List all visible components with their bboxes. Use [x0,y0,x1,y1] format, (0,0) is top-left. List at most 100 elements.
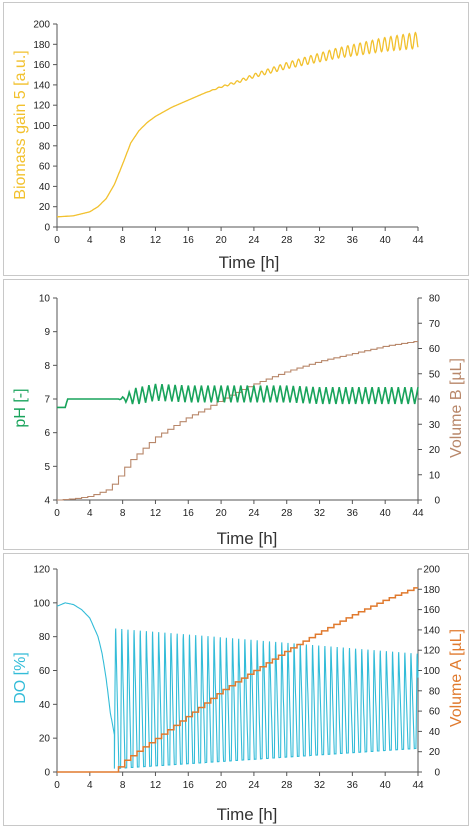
y-tick-label: 6 [44,428,50,439]
y-tick-label: 20 [39,734,51,745]
y-axis-title: DO [%] [12,652,29,704]
x-tick-label: 24 [248,508,260,519]
y2-tick-label: 70 [429,319,441,330]
y-tick-label: 100 [33,598,50,609]
y2-tick-label: 160 [423,605,440,616]
y2-tick-label: 30 [429,420,441,431]
y2-axis-title: Volume A [µL] [448,629,465,727]
x-axis-title: Time [h] [217,805,278,824]
x-tick-label: 36 [347,508,359,519]
do-chart-panel: 0 4 8 12 16 20 24 28 32 36 40 44 0 20 40 60 80 100 120 0 20 4… [3,553,469,826]
x-tick-label: 20 [216,235,228,246]
x-tick-label: 16 [183,780,195,791]
ph-chart-panel: 0 4 8 12 16 20 24 28 32 36 40 44 4 5 6 7 8 9 10 0 10 20 30 40 50… [3,279,469,550]
x-tick-label: 40 [380,235,392,246]
x-tick-label: 16 [183,235,195,246]
y2-tick-label: 200 [423,565,440,576]
x-tick-label: 28 [281,780,293,791]
x-tick-label: 36 [347,780,359,791]
y-tick-label: 40 [39,182,51,193]
y-tick-label: 100 [33,121,50,132]
x-tick-label: 24 [248,235,260,246]
x-tick-label: 44 [412,508,424,519]
x-tick-label: 0 [54,508,60,519]
y-tick-label: 5 [44,462,50,473]
do-series-line [56,602,419,769]
x-tick-label: 8 [120,235,126,246]
x-tick-label: 28 [281,508,293,519]
y-axis-title: pH [-] [12,388,29,427]
y-tick-label: 4 [44,496,50,507]
x-tick-label: 20 [216,780,228,791]
x-tick-label: 12 [150,780,162,791]
x-tick-label: 20 [216,508,228,519]
y-tick-label: 120 [33,565,50,576]
x-tick-label: 16 [183,508,195,519]
x-tick-label: 32 [314,780,326,791]
y-tick-label: 9 [44,327,50,338]
y-tick-label: 80 [39,141,51,152]
y2-tick-label: 40 [429,395,441,406]
x-tick-label: 40 [380,780,392,791]
biomass-series-line [57,31,419,218]
y-axis-title: Biomass gain 5 [a.u.] [12,50,29,199]
y2-tick-label: 40 [429,727,441,738]
x-tick-label: 12 [150,508,162,519]
x-tick-label: 44 [412,235,424,246]
x-tick-label: 8 [120,780,126,791]
volume-b-series-line [57,341,418,501]
y2-tick-label: 0 [434,768,440,779]
y2-axis-title: Volume B [µL] [448,358,465,458]
y-tick-label: 20 [39,202,51,213]
y2-tick-label: 10 [429,470,441,481]
x-tick-label: 32 [314,508,326,519]
y2-tick-label: 50 [429,369,441,380]
x-tick-label: 32 [314,235,326,246]
y-tick-label: 200 [33,20,50,31]
y2-tick-label: 120 [423,646,440,657]
y2-tick-label: 60 [429,707,441,718]
volume-a-series-line [57,587,418,773]
y-tick-label: 160 [33,60,50,71]
y2-tick-label: 140 [423,625,440,636]
y-tick-label: 120 [33,101,50,112]
x-tick-label: 0 [54,235,60,246]
y2-tick-label: 60 [429,344,441,355]
x-tick-label: 4 [87,508,93,519]
y-tick-label: 60 [39,162,51,173]
y-tick-label: 8 [44,361,50,372]
x-tick-label: 0 [54,780,60,791]
x-tick-label: 36 [347,235,359,246]
x-tick-label: 44 [412,780,424,791]
x-tick-label: 12 [150,235,162,246]
x-tick-label: 28 [281,235,293,246]
y-tick-label: 0 [44,768,50,779]
y2-tick-label: 80 [429,686,441,697]
y-tick-label: 40 [39,700,51,711]
y2-tick-label: 180 [423,585,440,596]
y-tick-label: 10 [39,294,51,305]
y-tick-label: 180 [33,40,50,51]
x-tick-label: 8 [120,508,126,519]
ph-series-line [57,383,419,409]
y2-tick-label: 20 [429,747,441,758]
y2-tick-label: 20 [429,445,441,456]
y-tick-label: 7 [44,395,50,406]
y2-tick-label: 0 [434,496,440,507]
y2-tick-label: 100 [423,666,440,677]
biomass-chart-panel: 0 4 8 12 16 20 24 28 32 36 40 44 0 20 40 60 80 100 120 140 1… [3,2,469,276]
x-tick-label: 24 [248,780,260,791]
x-tick-label: 4 [87,780,93,791]
y-tick-label: 140 [33,80,50,91]
ph-volume-b-chart: 0 4 8 12 16 20 24 28 32 36 40 444567891001020304050… [12,294,465,549]
x-axis-title: Time [h] [219,253,280,272]
biomass-chart: 0 4 8 12 16 20 24 28 32 36 40 44 0 20 40 60 80 100 120 140 1… [12,20,424,273]
y-tick-label: 60 [39,666,51,677]
y-tick-label: 0 [44,223,50,234]
x-tick-label: 4 [87,235,93,246]
x-axis-title: Time [h] [217,529,278,548]
do-volume-a-chart: 0 4 8 12 16 20 24 28 32 36 40 44 0 20 40 60 80 100 120 0 20 4… [12,565,465,825]
y2-tick-label: 80 [429,294,441,305]
x-tick-label: 40 [380,508,392,519]
y-tick-label: 80 [39,632,51,643]
